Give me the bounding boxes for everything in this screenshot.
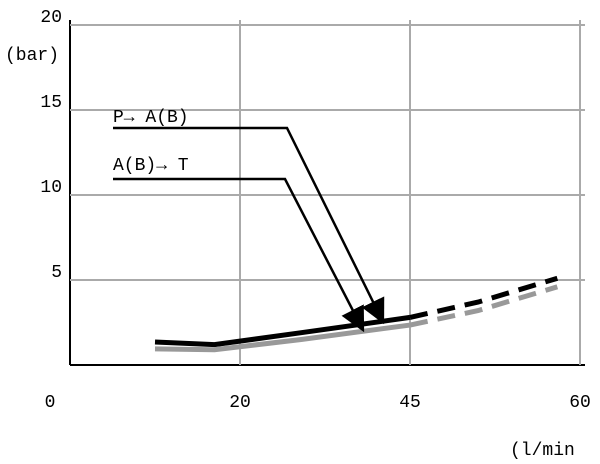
y-tick-label: 20 (40, 8, 62, 28)
x-axis-label: (l/min (510, 441, 575, 461)
y-tick-label: 10 (40, 178, 62, 198)
leader-arrow (113, 177, 365, 333)
annotation-label: A(B)→ T (113, 156, 189, 176)
data-line (409, 275, 559, 320)
annotation-label: P→ A(B) (113, 108, 189, 128)
data-line (154, 322, 411, 353)
data-line (409, 284, 559, 328)
leader-arrow (113, 126, 385, 325)
x-tick-label: 0 (45, 393, 56, 413)
y-tick-label: 15 (40, 93, 62, 113)
y-axis-label: (bar) (5, 46, 59, 66)
y-tick-label: 5 (51, 263, 62, 283)
x-tick-label: 20 (229, 393, 251, 413)
x-tick-label: 60 (569, 393, 591, 413)
x-tick-label: 45 (399, 393, 421, 413)
